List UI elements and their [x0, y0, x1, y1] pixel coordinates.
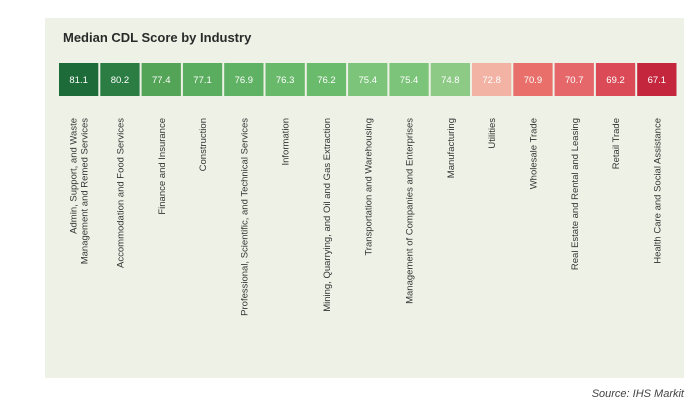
heatmap-cell [141, 63, 181, 96]
category-label-line: Mining, Quarrying, and Oil and Gas Extra… [322, 118, 333, 312]
category-label: Admin, Support, and Waste Management and … [69, 118, 91, 265]
heatmap-cell [306, 63, 347, 96]
chart-panel: Median CDL Score by Industry 81.1 80.2 77.… [45, 18, 684, 378]
category-label-line: Management and Remed Services [80, 118, 91, 265]
chart-title: Median CDL Score by Industry [63, 30, 252, 45]
cell-value-label: 74.8 [441, 75, 460, 86]
category-label: Mining, Quarrying, and Oil and Gas Extra… [322, 118, 333, 312]
category-label-line: Finance and Insurance [157, 118, 168, 215]
heatmap-cell [513, 63, 553, 96]
category-label: Professional, Scientific, and Technical … [239, 118, 250, 316]
heatmap-cell [472, 63, 512, 96]
heatmap-cell [224, 63, 264, 96]
cell-value-label: 75.4 [359, 75, 378, 86]
category-label-line: Wholesale Trade [528, 118, 539, 189]
cell-value-label: 76.2 [317, 75, 336, 86]
cell-value-label: 69.2 [606, 75, 625, 86]
category-label-line: Transportation and Warehousing [363, 118, 374, 256]
cell-value-label: 76.3 [276, 75, 295, 86]
heatmap-cell [389, 63, 429, 96]
heatmap-cell [265, 63, 305, 96]
cell-value-label: 76.9 [235, 75, 254, 86]
heatmap-cell [595, 63, 636, 96]
category-label-line: Manufacturing [446, 118, 457, 178]
cell-value-label: 70.7 [565, 75, 584, 86]
heatmap-chart: 81.1 80.2 77.4 77.1 76.9 76.3 76.2 75.4 75.4 74.8… [59, 63, 677, 316]
category-label-line: Construction [198, 118, 209, 171]
heatmap-cell [554, 63, 594, 96]
category-label: Wholesale Trade [528, 118, 539, 189]
category-label-line: Professional, Scientific, and Technical … [239, 118, 250, 316]
heatmap-cell [59, 63, 99, 96]
cell-value-label: 77.4 [152, 75, 171, 86]
category-label: Transportation and Warehousing [363, 118, 374, 256]
category-label-line: Utilities [487, 118, 498, 149]
category-label: Manufacturing [446, 118, 457, 178]
heatmap-cell [182, 63, 223, 96]
category-label-line: Information [281, 118, 292, 166]
category-label-line: Accommodation and Food Services [115, 118, 126, 268]
cell-value-label: 75.4 [400, 75, 419, 86]
heatmap-cell [100, 63, 140, 96]
category-label: Utilities [487, 118, 498, 149]
heatmap-cell [430, 63, 470, 96]
category-label: Construction [198, 118, 209, 171]
category-label: Real Estate and Rental and Leasing [570, 118, 581, 270]
category-label: Health Care and Social Assistance [652, 118, 663, 264]
heatmap-cell [637, 63, 677, 96]
cell-value-label: 81.1 [69, 75, 88, 86]
cell-value-label: 70.9 [524, 75, 543, 86]
heatmap-cell [348, 63, 388, 96]
category-label-line: Health Care and Social Assistance [652, 118, 663, 264]
source-note: Source: IHS Markit [591, 388, 684, 400]
category-label-line: Admin, Support, and Waste [69, 118, 80, 234]
category-label-line: Real Estate and Rental and Leasing [570, 118, 581, 270]
cell-value-label: 80.2 [111, 75, 130, 86]
category-label-line: Retail Trade [611, 118, 622, 169]
cell-value-label: 77.1 [193, 75, 212, 86]
category-label: Information [281, 118, 292, 166]
cell-value-label: 67.1 [648, 75, 667, 86]
category-label: Management of Companies and Enterprises [405, 118, 416, 304]
category-label: Retail Trade [611, 118, 622, 169]
category-label: Finance and Insurance [157, 118, 168, 215]
category-label: Accommodation and Food Services [115, 118, 126, 268]
cell-value-label: 72.8 [482, 75, 501, 86]
category-label-line: Management of Companies and Enterprises [405, 118, 416, 304]
